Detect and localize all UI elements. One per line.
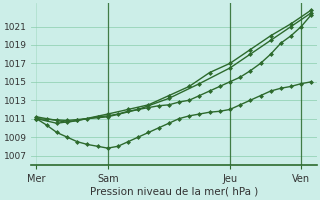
X-axis label: Pression niveau de la mer( hPa ): Pression niveau de la mer( hPa ) [90, 187, 258, 197]
